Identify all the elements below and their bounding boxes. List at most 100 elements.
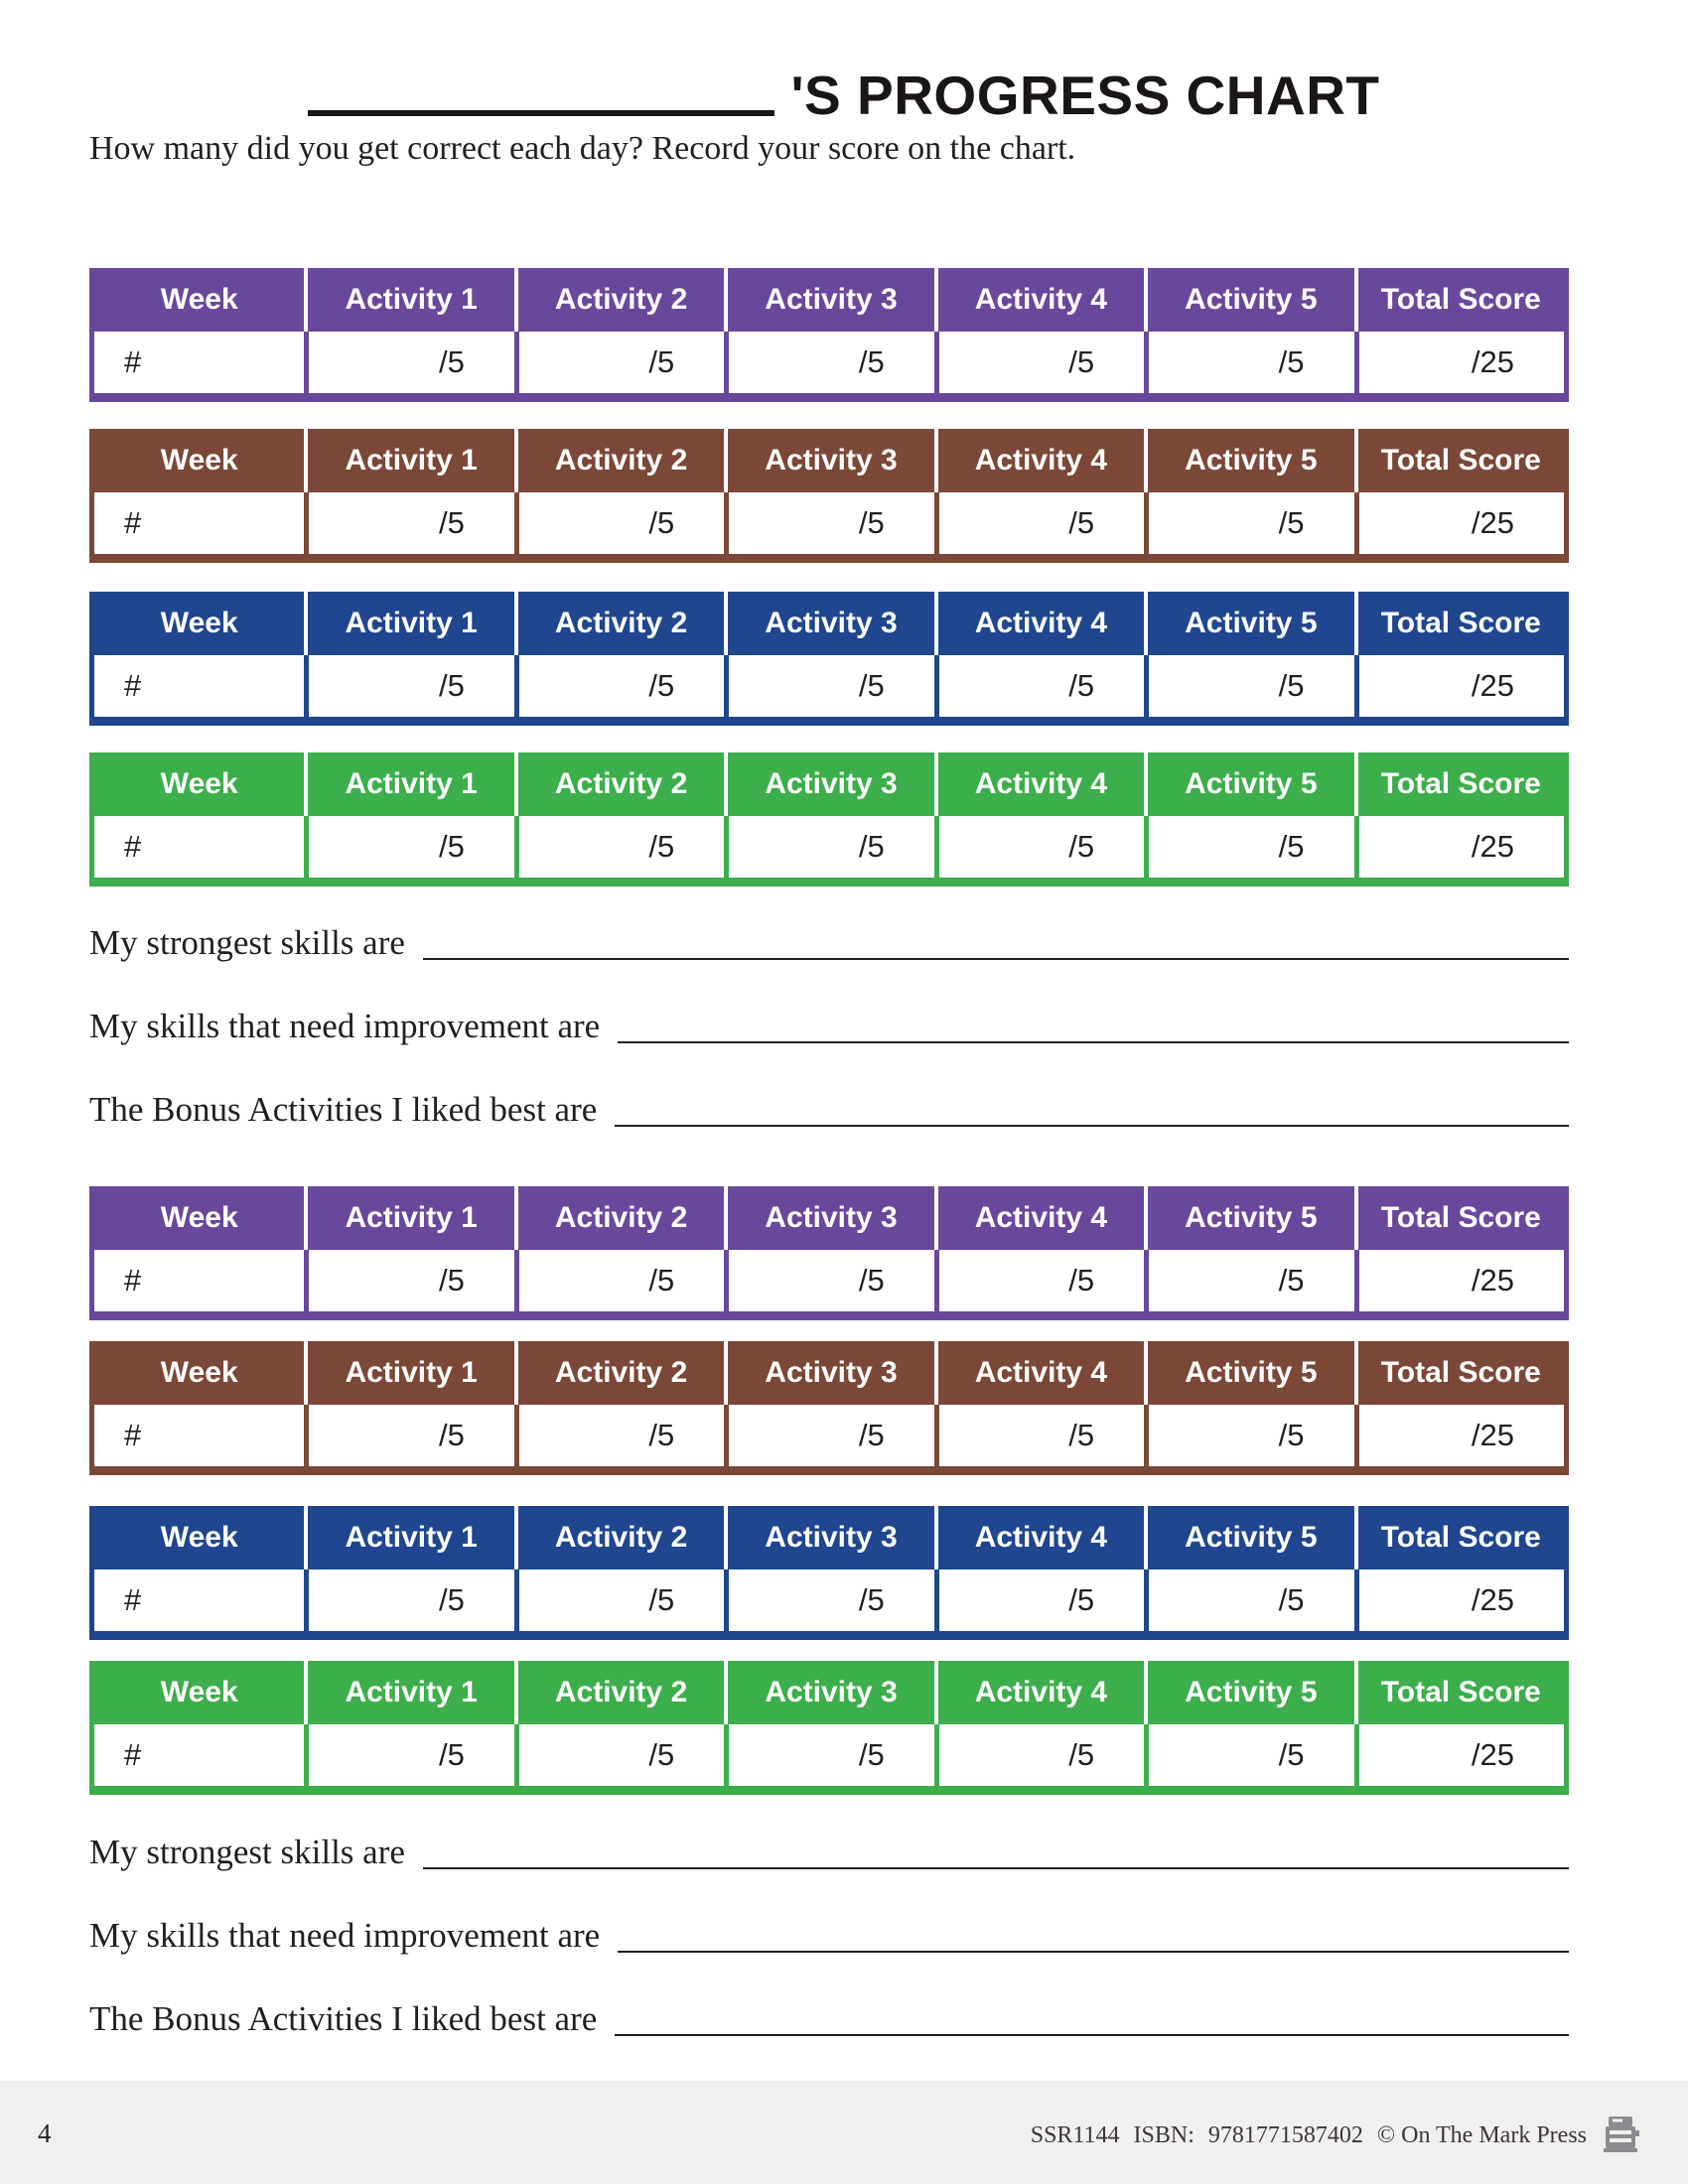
answer-line[interactable] (618, 1041, 1569, 1044)
activity-3-score-cell[interactable]: /5 (724, 816, 934, 878)
activity-2-score-cell[interactable]: /5 (513, 332, 725, 393)
activity-3-score-cell[interactable]: /5 (724, 1405, 934, 1466)
week-number-cell[interactable]: # (94, 655, 305, 717)
col-header-activity-5: Activity 5 (1144, 752, 1354, 816)
week-number-cell[interactable]: # (94, 1570, 305, 1631)
activity-3-score-cell[interactable]: /5 (724, 332, 934, 393)
col-header-total-score: Total Score (1353, 429, 1564, 492)
activity-1-score-cell[interactable]: /5 (304, 332, 514, 393)
total-score-cell[interactable]: /25 (1353, 332, 1564, 393)
week-number-cell[interactable]: # (94, 332, 305, 393)
total-score-cell[interactable]: /25 (1353, 816, 1564, 878)
col-header-activity-3: Activity 3 (724, 429, 934, 492)
activity-2-score-cell[interactable]: /5 (513, 492, 725, 554)
activity-2-score-cell[interactable]: /5 (513, 1724, 725, 1786)
activity-5-score-cell[interactable]: /5 (1144, 655, 1354, 717)
activity-4-score-cell[interactable]: /5 (933, 655, 1145, 717)
activity-4-score-cell[interactable]: /5 (933, 492, 1145, 554)
col-header-week: Week (94, 268, 305, 332)
col-header-activity-1: Activity 1 (304, 1186, 514, 1250)
week-number-cell[interactable]: # (94, 1724, 305, 1786)
score-table-header-row: Week Activity 1 Activity 2 Activity 3 Ac… (94, 592, 1564, 655)
activity-4-score-cell[interactable]: /5 (933, 1570, 1145, 1631)
total-score-cell[interactable]: /25 (1353, 1724, 1564, 1786)
week-number-cell[interactable]: # (94, 492, 305, 554)
week-number-cell[interactable]: # (94, 816, 305, 878)
isbn-number: 9781771587402 (1207, 2121, 1363, 2148)
score-table-navy: Week Activity 1 Activity 2 Activity 3 Ac… (89, 592, 1569, 726)
activity-3-score-cell[interactable]: /5 (724, 1570, 934, 1631)
activity-1-score-cell[interactable]: /5 (304, 1724, 514, 1786)
activity-4-score-cell[interactable]: /5 (933, 816, 1145, 878)
col-header-activity-2: Activity 2 (513, 268, 725, 332)
total-score-cell[interactable]: /25 (1353, 1405, 1564, 1466)
prompt-row-bonus-activities: The Bonus Activities I liked best are (89, 1999, 1569, 2039)
answer-line[interactable] (615, 2034, 1569, 2037)
activity-1-score-cell[interactable]: /5 (304, 1405, 514, 1466)
total-score-cell[interactable]: /25 (1353, 492, 1564, 554)
activity-5-score-cell[interactable]: /5 (1144, 1724, 1354, 1786)
week-number-cell[interactable]: # (94, 1405, 305, 1466)
activity-3-score-cell[interactable]: /5 (724, 655, 934, 717)
week-number-cell[interactable]: # (94, 1250, 305, 1311)
activity-4-score-cell[interactable]: /5 (933, 1250, 1145, 1311)
activity-1-score-cell[interactable]: /5 (304, 492, 514, 554)
score-table-header-row: Week Activity 1 Activity 2 Activity 3 Ac… (94, 1661, 1564, 1724)
score-table: Week Activity 1 Activity 2 Activity 3 Ac… (94, 1186, 1564, 1311)
col-header-activity-3: Activity 3 (724, 752, 934, 816)
col-header-total-score: Total Score (1353, 752, 1564, 816)
col-header-activity-2: Activity 2 (513, 1186, 725, 1250)
col-header-activity-3: Activity 3 (724, 1186, 934, 1250)
col-header-week: Week (94, 1661, 305, 1724)
activity-2-score-cell[interactable]: /5 (513, 816, 725, 878)
col-header-total-score: Total Score (1353, 1341, 1564, 1405)
answer-line[interactable] (618, 1951, 1569, 1954)
activity-4-score-cell[interactable]: /5 (933, 1724, 1145, 1786)
activity-5-score-cell[interactable]: /5 (1144, 492, 1354, 554)
total-score-cell[interactable]: /25 (1353, 1570, 1564, 1631)
col-header-activity-2: Activity 2 (513, 592, 725, 655)
col-header-activity-4: Activity 4 (933, 1186, 1145, 1250)
col-header-activity-1: Activity 1 (304, 1506, 514, 1570)
activity-1-score-cell[interactable]: /5 (304, 816, 514, 878)
activity-5-score-cell[interactable]: /5 (1144, 332, 1354, 393)
total-score-cell[interactable]: /25 (1353, 1250, 1564, 1311)
page-number: 4 (38, 2118, 52, 2148)
copyright-text: © On The Mark Press (1376, 2121, 1587, 2148)
col-header-activity-2: Activity 2 (513, 1506, 725, 1570)
col-header-activity-5: Activity 5 (1144, 1341, 1354, 1405)
answer-line[interactable] (422, 958, 1569, 961)
activity-5-score-cell[interactable]: /5 (1144, 816, 1354, 878)
activity-5-score-cell[interactable]: /5 (1144, 1570, 1354, 1631)
activity-3-score-cell[interactable]: /5 (724, 492, 934, 554)
activity-5-score-cell[interactable]: /5 (1144, 1405, 1354, 1466)
activity-5-score-cell[interactable]: /5 (1144, 1250, 1354, 1311)
col-header-activity-5: Activity 5 (1144, 429, 1354, 492)
page-title: 'S PROGRESS CHART (0, 58, 1688, 123)
col-header-week: Week (94, 429, 305, 492)
activity-2-score-cell[interactable]: /5 (513, 655, 725, 717)
activity-1-score-cell[interactable]: /5 (304, 1250, 514, 1311)
activity-4-score-cell[interactable]: /5 (933, 1405, 1145, 1466)
activity-4-score-cell[interactable]: /5 (933, 332, 1145, 393)
score-table-header-row: Week Activity 1 Activity 2 Activity 3 Ac… (94, 1341, 1564, 1405)
col-header-activity-4: Activity 4 (933, 1506, 1145, 1570)
answer-line[interactable] (422, 1867, 1569, 1870)
activity-2-score-cell[interactable]: /5 (513, 1570, 725, 1631)
col-header-activity-3: Activity 3 (724, 592, 934, 655)
score-table-brown: Week Activity 1 Activity 2 Activity 3 Ac… (89, 1341, 1569, 1475)
col-header-activity-2: Activity 2 (513, 429, 725, 492)
answer-line[interactable] (615, 1125, 1569, 1128)
prompt-label: The Bonus Activities I liked best are (89, 1999, 598, 2038)
activity-3-score-cell[interactable]: /5 (724, 1724, 934, 1786)
page-title-text: 'S PROGRESS CHART (790, 65, 1380, 126)
activity-3-score-cell[interactable]: /5 (724, 1250, 934, 1311)
activity-2-score-cell[interactable]: /5 (513, 1250, 725, 1311)
total-score-cell[interactable]: /25 (1353, 655, 1564, 717)
col-header-total-score: Total Score (1353, 1506, 1564, 1570)
activity-2-score-cell[interactable]: /5 (513, 1405, 725, 1466)
activity-1-score-cell[interactable]: /5 (304, 655, 514, 717)
activity-1-score-cell[interactable]: /5 (304, 1570, 514, 1631)
student-name-blank-line[interactable] (308, 110, 775, 116)
score-table: Week Activity 1 Activity 2 Activity 3 Ac… (94, 1341, 1564, 1466)
